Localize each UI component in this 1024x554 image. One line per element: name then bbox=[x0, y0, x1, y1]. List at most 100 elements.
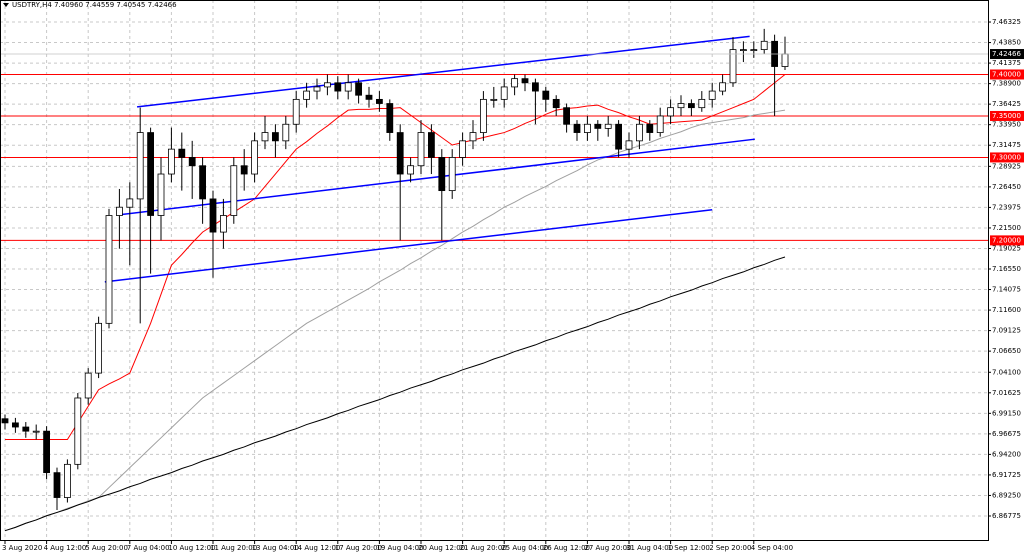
y-tick-label: 7.06650 bbox=[992, 347, 1021, 355]
candle-body bbox=[167, 148, 175, 175]
x-tick-label: 4 Aug 12:00 bbox=[44, 544, 87, 552]
candle-body bbox=[667, 107, 674, 117]
grid-layer bbox=[0, 0, 988, 540]
candle-body bbox=[53, 472, 61, 498]
candle-body bbox=[448, 157, 456, 192]
candle-body bbox=[542, 90, 550, 100]
candle-body bbox=[646, 123, 654, 133]
x-tick-label: 2 Sep 20:00 bbox=[709, 544, 751, 552]
x-tick-label: 5 Aug 20:00 bbox=[85, 544, 128, 552]
x-tick-label: 7 Aug 04:00 bbox=[127, 544, 170, 552]
y-tick-label: 7.41375 bbox=[992, 59, 1021, 67]
trend-line bbox=[136, 35, 750, 108]
candle-body bbox=[500, 86, 508, 100]
y-tick-label: 7.36425 bbox=[992, 100, 1021, 108]
candle-body bbox=[396, 132, 404, 175]
y-tick-label: 7.14075 bbox=[992, 286, 1021, 294]
candle-body bbox=[427, 132, 435, 158]
y-tick-label: 6.89250 bbox=[992, 491, 1021, 499]
y-tick-label: 7.21500 bbox=[992, 224, 1021, 232]
candle-body bbox=[625, 140, 633, 150]
candle-body bbox=[677, 103, 685, 109]
candle-body bbox=[563, 107, 570, 125]
x-tick-label: 27 Aug 20:00 bbox=[584, 544, 631, 552]
y-tick-label: 7.33950 bbox=[992, 121, 1021, 129]
y-tick-label: 7.01625 bbox=[992, 389, 1021, 397]
candle-body bbox=[552, 98, 560, 109]
level-label: 7.35000 bbox=[992, 112, 1021, 120]
candle-body bbox=[708, 90, 716, 100]
level-label-box bbox=[990, 110, 1024, 121]
plot-frame bbox=[0, 0, 989, 541]
candle-body bbox=[323, 82, 331, 88]
candle-body bbox=[344, 82, 352, 92]
candle-body bbox=[282, 123, 290, 142]
x-tick-label: 13 Aug 04:00 bbox=[252, 544, 299, 552]
y-tick-label: 7.46325 bbox=[992, 18, 1021, 26]
candle-body bbox=[209, 198, 217, 233]
candle-body bbox=[334, 82, 342, 92]
x-tick-label: 4 Sep 04:00 bbox=[751, 544, 793, 552]
y-tick-label: 7.04100 bbox=[992, 368, 1021, 376]
y-tick-label: 6.96675 bbox=[992, 430, 1021, 438]
candle-body bbox=[750, 49, 758, 52]
candle-body bbox=[438, 157, 446, 192]
y-tick-label: 7.16550 bbox=[992, 265, 1021, 273]
candle-body bbox=[116, 206, 123, 216]
last-price-box bbox=[990, 49, 1024, 60]
level-label-box bbox=[990, 69, 1024, 80]
title-arrow bbox=[3, 3, 9, 7]
candle-body bbox=[313, 86, 321, 92]
level-label: 7.30000 bbox=[992, 153, 1021, 161]
candle-body bbox=[43, 430, 50, 474]
candle-body bbox=[615, 123, 622, 150]
candle-body bbox=[760, 40, 768, 51]
y-tick-label: 6.86775 bbox=[992, 512, 1021, 520]
y-tick-label: 6.91725 bbox=[992, 471, 1021, 479]
y-tick-label: 7.11600 bbox=[992, 306, 1021, 314]
x-tick-label: 31 Aug 04:00 bbox=[626, 544, 673, 552]
trend-line bbox=[104, 208, 713, 283]
candle-body bbox=[199, 165, 207, 200]
candle-body bbox=[365, 94, 373, 100]
candle-body bbox=[532, 82, 539, 92]
candle-body bbox=[688, 103, 695, 109]
level-label: 7.20000 bbox=[992, 236, 1021, 244]
moving-average-line bbox=[5, 74, 786, 440]
moving-average-line bbox=[4, 109, 786, 532]
candle-body bbox=[126, 198, 134, 208]
plot-layer bbox=[0, 28, 988, 532]
candle-body bbox=[84, 372, 92, 399]
x-tick-label: 25 Aug 04:00 bbox=[501, 544, 548, 552]
candle-body bbox=[147, 132, 155, 216]
candle-body bbox=[32, 430, 40, 433]
level-label-box bbox=[990, 235, 1024, 246]
candle-body bbox=[178, 148, 186, 158]
candle-body bbox=[95, 322, 102, 374]
x-tick-label: 1 Sep 12:00 bbox=[668, 544, 710, 552]
chart-title: USDTRY,H4 7.40960 7.44559 7.40545 7.4246… bbox=[12, 1, 177, 9]
last-price-label: 7.42466 bbox=[992, 50, 1021, 58]
x-tick-label: 3 Aug 2020 bbox=[2, 544, 42, 552]
candle-body bbox=[459, 140, 467, 158]
level-label: 7.40000 bbox=[992, 70, 1021, 78]
y-tick-label: 7.38900 bbox=[992, 80, 1021, 88]
x-tick-label: 14 Aug 12:00 bbox=[293, 544, 340, 552]
candle-body bbox=[781, 53, 789, 67]
level-label-box bbox=[990, 152, 1024, 163]
candle-body bbox=[386, 103, 394, 133]
candle-body bbox=[219, 215, 227, 233]
x-tick-label: 17 Aug 20:00 bbox=[335, 544, 382, 552]
candle-body bbox=[656, 115, 664, 133]
candle-body bbox=[64, 463, 71, 498]
y-tick-label: 7.26450 bbox=[992, 183, 1021, 191]
y-tick-label: 7.09125 bbox=[992, 327, 1021, 335]
candle-body bbox=[511, 78, 519, 88]
candle-body bbox=[22, 426, 30, 432]
candle-body bbox=[1, 418, 9, 424]
candle-body bbox=[188, 157, 196, 167]
candle-body bbox=[719, 82, 726, 92]
candle-body bbox=[271, 132, 279, 142]
